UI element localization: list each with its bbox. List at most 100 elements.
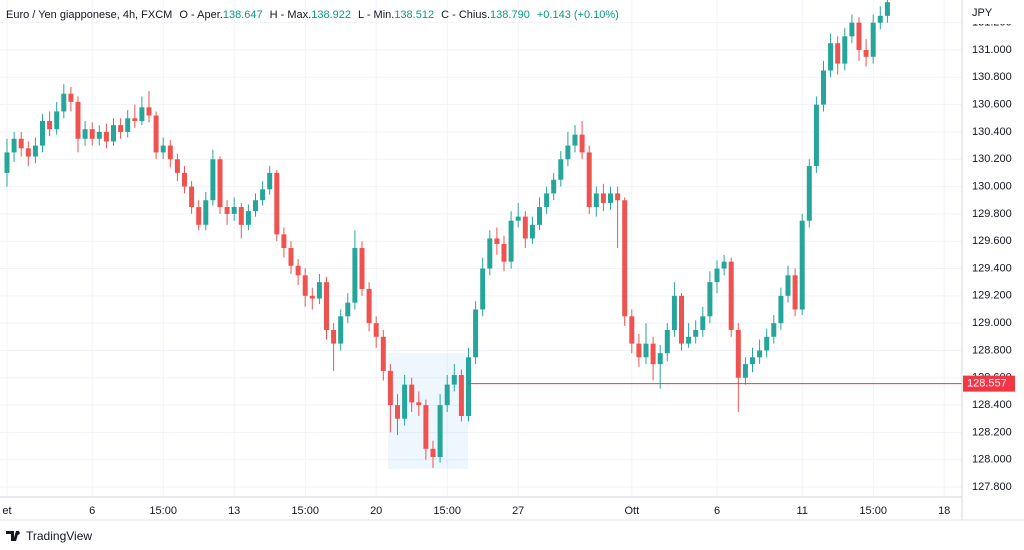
candle-body (402, 384, 408, 419)
x-tick-label: 15:00 (859, 505, 887, 517)
candle-body (508, 220, 514, 262)
grid (0, 0, 962, 497)
candle-body (771, 323, 777, 337)
candle-body (735, 329, 741, 378)
y-tick-label: 129.000 (972, 317, 1012, 329)
y-tick-label: 129.200 (972, 290, 1012, 302)
candle-body (196, 207, 202, 225)
x-tick-label: 18 (938, 505, 950, 517)
x-tick-label: 15:00 (149, 505, 177, 517)
candle-body (565, 145, 571, 160)
candle-body (799, 220, 805, 310)
y-tick-label: 130.000 (972, 180, 1012, 192)
x-tick-label: 20 (370, 505, 382, 517)
candle-body (267, 172, 273, 190)
candle-body (153, 115, 159, 153)
candle-body (231, 207, 237, 214)
candle-body (671, 295, 677, 330)
candle-body (4, 152, 10, 173)
x-tick-label: 6 (714, 505, 720, 517)
candle-body (75, 101, 81, 139)
candle-body (707, 282, 713, 317)
candle-body (572, 134, 578, 146)
candle-body (835, 43, 841, 64)
candle-body (416, 402, 422, 406)
candle-body (132, 118, 138, 122)
low-value: 138.512 (394, 9, 434, 21)
candle-body (82, 129, 88, 139)
candle-body (842, 36, 848, 64)
unit-box (963, 2, 1023, 24)
y-tick-label: 128.200 (972, 426, 1012, 438)
candle-body (302, 275, 308, 296)
high-value: 138.922 (311, 9, 351, 21)
y-tick-label: 130.600 (972, 99, 1012, 111)
y-tick-label: 128.000 (972, 454, 1012, 466)
candle-body (111, 125, 116, 142)
candle-body (295, 265, 301, 276)
candle-body (54, 111, 60, 130)
y-tick-label: 130.400 (972, 126, 1012, 138)
candle-body (757, 350, 763, 358)
candle-body (451, 375, 457, 385)
candle-body (125, 118, 131, 132)
candle-body (636, 343, 642, 358)
candle-body (316, 282, 322, 299)
last-price-box (963, 375, 1015, 392)
candle-body (501, 243, 507, 262)
candle-body (480, 268, 486, 310)
candle-body (629, 316, 635, 344)
candle-body (877, 15, 883, 23)
candle-body (487, 238, 493, 269)
change-value: +0.143 (+0.10%) (537, 9, 619, 21)
candle-body (778, 295, 784, 324)
candle-body (792, 275, 798, 310)
x-tick-label: 6 (89, 505, 95, 517)
candle-body (288, 248, 294, 266)
candle-body (728, 261, 734, 330)
candle-body (182, 172, 187, 187)
candle-body (309, 295, 315, 299)
candle-body (32, 145, 38, 157)
candle-body (373, 323, 379, 337)
candle-body (281, 234, 287, 249)
candle-body (615, 193, 621, 201)
candle-body (174, 159, 180, 173)
candle-body (608, 193, 613, 203)
x-tick-label: 13 (228, 505, 240, 517)
candle-body (359, 248, 365, 289)
candle-body (544, 193, 550, 208)
candle-body (870, 22, 876, 57)
candle-body (380, 336, 386, 371)
candle-body (664, 329, 670, 354)
open-label: O - Aper. (179, 9, 222, 21)
open-value: 138.647 (223, 9, 263, 21)
close-label: C - Chius. (441, 9, 490, 21)
candle-body (61, 93, 67, 112)
candle-body (586, 152, 592, 208)
candle-body (579, 134, 585, 153)
candle-body (25, 148, 31, 157)
y-tick-label: 128.400 (972, 399, 1012, 411)
brand[interactable]: TradingView (26, 529, 92, 543)
candle-body (395, 405, 400, 419)
candle-body (103, 131, 109, 142)
candle-body (679, 295, 684, 344)
candle-body (238, 207, 244, 225)
candle-body (742, 364, 748, 378)
candle-body (253, 200, 258, 212)
x-tick-label: et (2, 505, 11, 517)
candles (4, 0, 962, 468)
candle-body (863, 49, 869, 57)
candle-body (324, 282, 329, 330)
x-tick-label: 27 (512, 505, 524, 517)
candle-body (366, 288, 372, 324)
candle-body (260, 189, 266, 201)
y-tick-label: 127.800 (972, 481, 1012, 493)
high-label: H - Max. (270, 9, 312, 21)
candle-body (856, 22, 862, 50)
candle-body (203, 200, 209, 225)
y-tick-label: 129.600 (972, 235, 1012, 247)
candle-body (68, 93, 74, 102)
